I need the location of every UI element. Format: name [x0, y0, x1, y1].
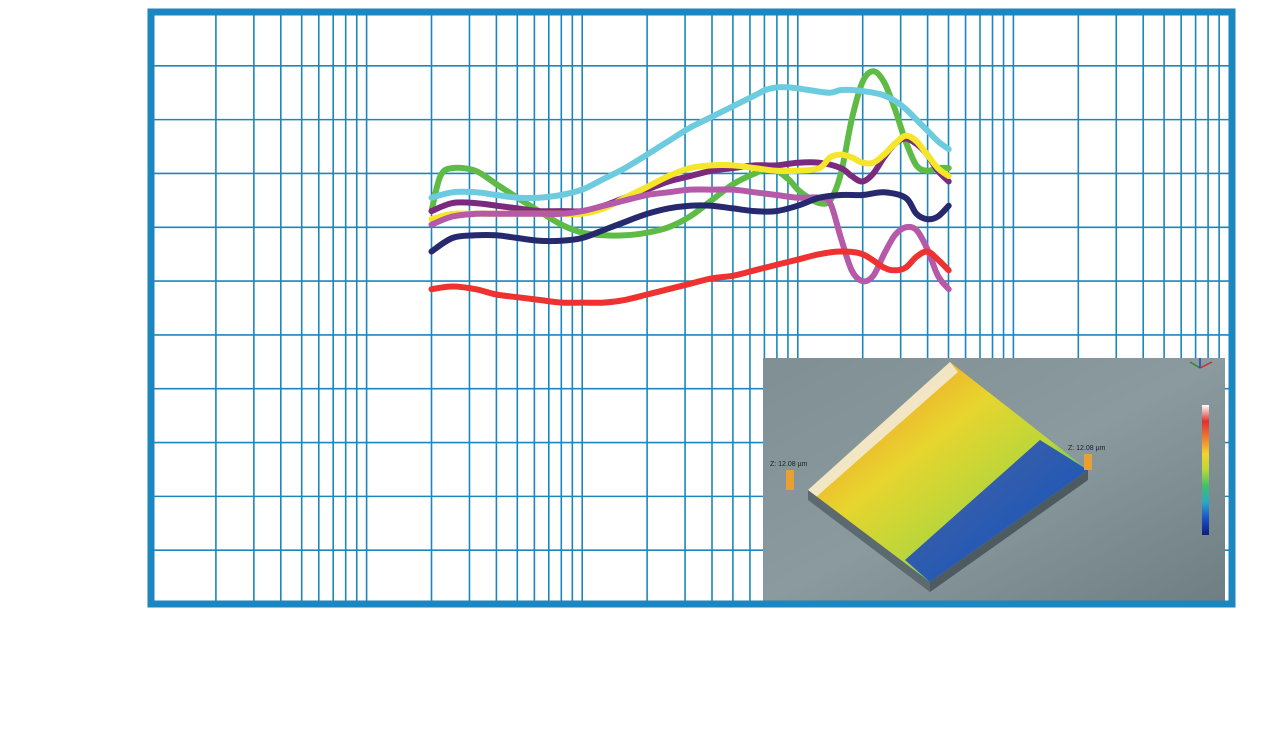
- series-line-3: [428, 135, 952, 215]
- series-line-6: [428, 189, 952, 255]
- inset-mini-scale-right: [1084, 454, 1092, 470]
- inset-mini-scale-left: [786, 470, 794, 490]
- chart-series: [428, 68, 952, 306]
- inset-colorbar: [1202, 405, 1209, 535]
- inset-z-label-left: Z: 12.08 µm: [770, 461, 808, 468]
- axes-triad-icon: [1189, 358, 1213, 369]
- series-line-2: [428, 84, 952, 201]
- series-line-7: [428, 248, 952, 306]
- series-line-5: [428, 186, 952, 293]
- surface-topography-inset: Z: 12.08 µm Z: 12.08 µm: [763, 358, 1225, 601]
- surface-low-region: [905, 440, 1088, 582]
- surface-mesh: [808, 362, 1088, 582]
- chart-frame: [147, 8, 1236, 608]
- surface-base-left: [808, 490, 930, 592]
- surface-base-right: [930, 470, 1088, 592]
- inset-z-label-right: Z: 12.08 µm: [1068, 445, 1106, 452]
- surface-ridge: [808, 362, 958, 498]
